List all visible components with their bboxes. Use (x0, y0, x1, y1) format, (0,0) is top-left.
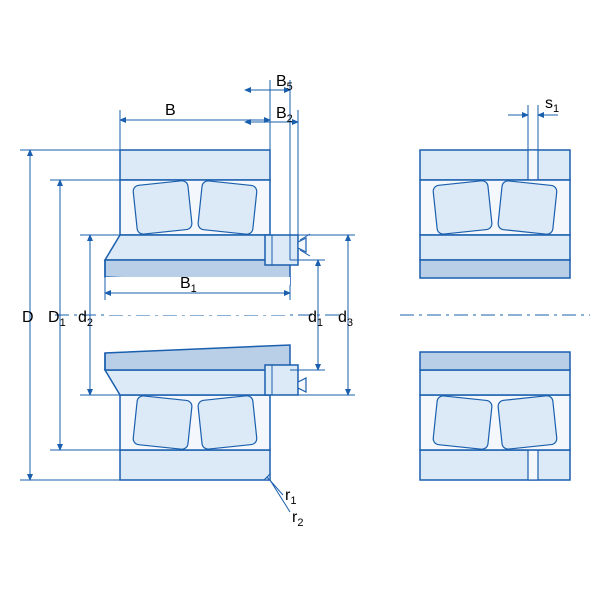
outer-ring-top (120, 150, 270, 180)
groove-top (528, 150, 538, 180)
roller-bot-right (198, 395, 258, 449)
inner-ring-bot (105, 370, 270, 395)
label-B: B (165, 102, 176, 119)
inner-ring-top (105, 235, 270, 260)
r-outer-ring-top (420, 150, 570, 180)
r-outer-ring-bot (420, 450, 570, 480)
groove-bot (528, 450, 538, 480)
bearing-cross-section-diagram: D D1 d2 B B2 B5 B1 d1 d3 s1 r1 r2 (0, 0, 600, 600)
bore-space-top (105, 277, 290, 315)
roller-top-left (133, 180, 193, 234)
roller-bot-left (133, 395, 193, 449)
label-D: D (22, 309, 34, 326)
roller-top-right (198, 180, 258, 234)
outer-ring-bot (120, 450, 270, 480)
